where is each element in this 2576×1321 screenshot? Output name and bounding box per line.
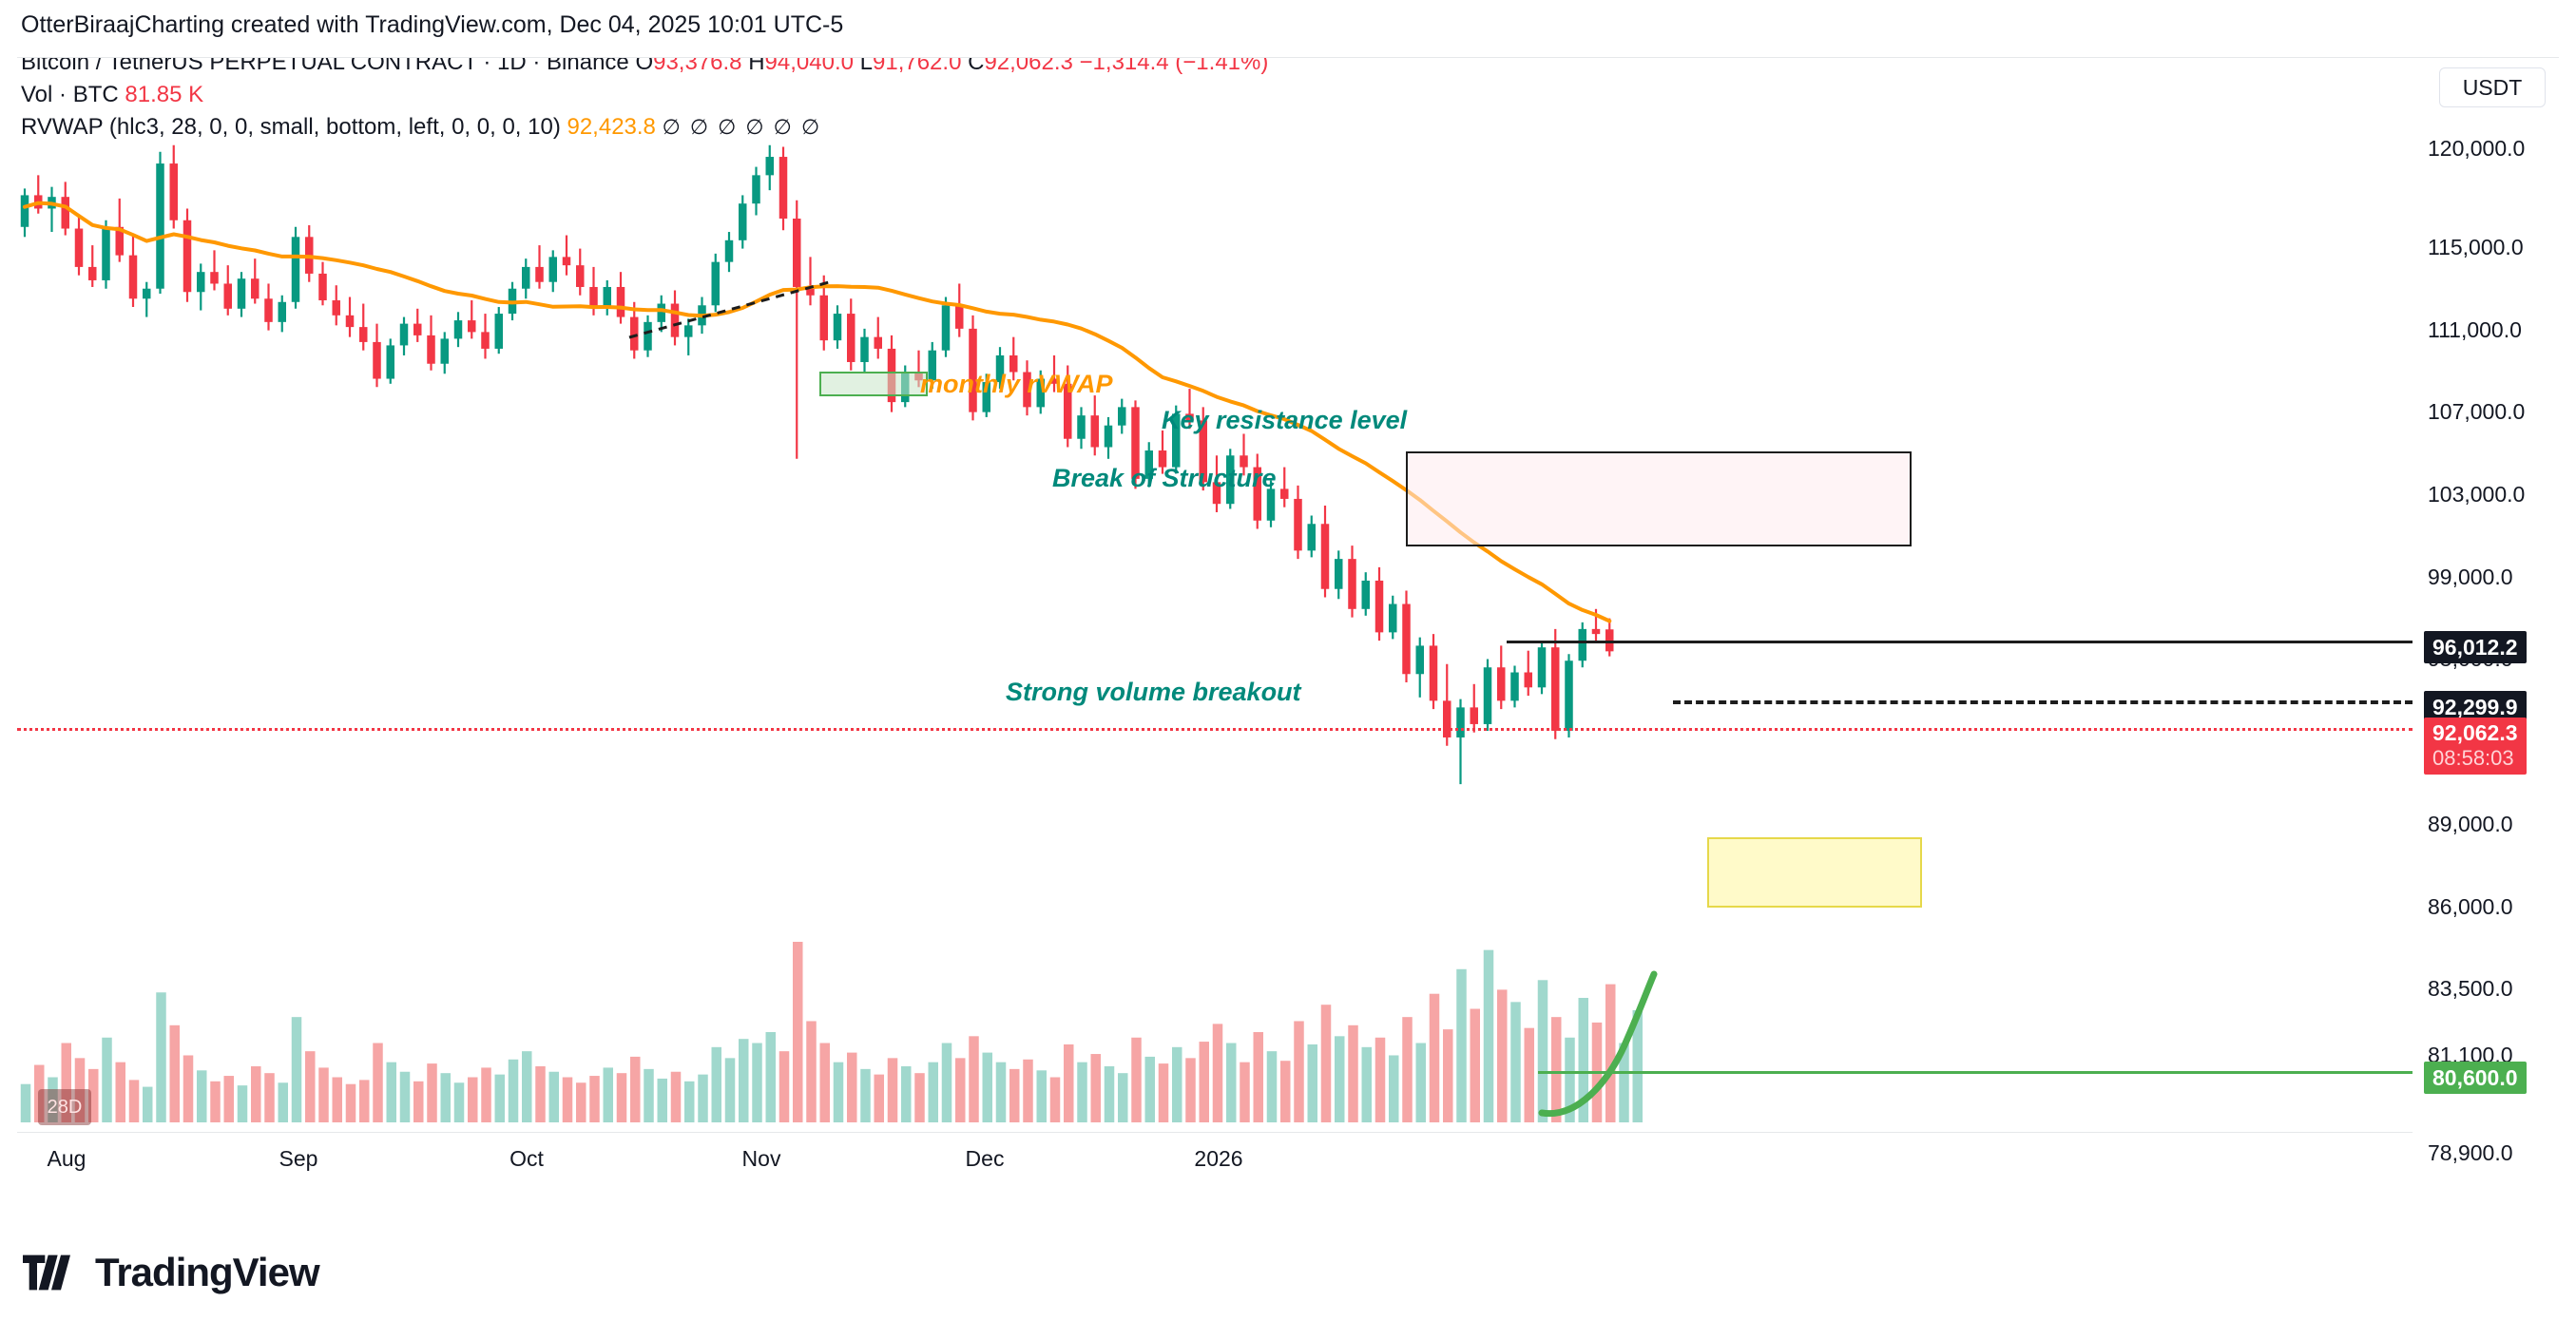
price-tick: 107,000.0 (2428, 399, 2526, 424)
supply-zone-rectangle[interactable] (1406, 451, 1912, 546)
time-tick: Sep (279, 1146, 318, 1171)
tradingview-logo: TradingView (23, 1250, 320, 1295)
chart-plot-area[interactable]: Bitcoin / TetherUS PERPETUAL CONTRACT · … (17, 58, 2413, 1132)
price-tick: 83,500.0 (2428, 976, 2513, 1001)
price-tick: 115,000.0 (2428, 235, 2524, 259)
price-series-svg (20, 144, 1643, 1122)
demand-zone-rectangle[interactable] (1707, 837, 1922, 908)
annotation-break-of-structure[interactable]: Break of Structure (1052, 464, 1277, 492)
resistance-price-badge[interactable]: 96,012.2 (2424, 631, 2527, 663)
price-tick: 103,000.0 (2428, 482, 2526, 507)
volume-level-badge[interactable]: 80,600.0 (2424, 1062, 2527, 1094)
last-price-value: 92,062.3 (2432, 720, 2518, 745)
time-axis[interactable]: Aug Sep Oct Nov Dec 2026 (17, 1132, 2413, 1190)
ascending-trend-dashed[interactable] (625, 277, 835, 343)
price-tick: 78,900.0 (2428, 1140, 2513, 1165)
time-tick: Aug (47, 1146, 87, 1171)
volume-breakout-curve[interactable] (1538, 970, 1671, 1122)
chart-frame: Bitcoin / TetherUS PERPETUAL CONTRACT · … (17, 57, 2559, 1189)
annotation-monthly-rvwap[interactable]: monthly rVWAP (920, 370, 1113, 398)
price-tick: 99,000.0 (2428, 565, 2513, 589)
price-tick: 120,000.0 (2428, 136, 2526, 161)
time-tick: Oct (509, 1146, 544, 1171)
break-of-structure-line[interactable] (1673, 700, 2413, 704)
volume-breakout-line[interactable] (1538, 1071, 2413, 1074)
attribution-text: OtterBiraajCharting created with Trading… (21, 11, 844, 38)
bar-countdown: 08:58:03 (2432, 746, 2514, 770)
small-green-rectangle[interactable] (819, 372, 928, 396)
price-tick: 89,000.0 (2428, 812, 2513, 836)
time-tick: Dec (965, 1146, 1005, 1171)
currency-chip[interactable]: USDT (2439, 67, 2546, 107)
price-tick: 111,000.0 (2428, 317, 2522, 342)
price-tick: 86,000.0 (2428, 894, 2513, 919)
tradingview-glyph-icon (23, 1254, 70, 1291)
attribution-bar: OtterBiraajCharting created with Trading… (0, 0, 2576, 56)
annotation-key-resistance[interactable]: Key resistance level (1162, 406, 1408, 434)
time-tick: 2026 (1194, 1146, 1243, 1171)
last-price-line (17, 728, 2413, 731)
tradingview-wordmark: TradingView (95, 1250, 320, 1294)
footer (0, 1188, 2576, 1321)
price-axis[interactable]: USDT 120,000.0 115,000.0 111,000.0 107,000.… (2414, 58, 2576, 1189)
time-tick: Nov (741, 1146, 781, 1171)
annotation-volume-breakout[interactable]: Strong volume breakout (1006, 678, 1301, 706)
last-price-badge[interactable]: 92,062.3 08:58:03 (2424, 718, 2527, 775)
volume-interval-badge[interactable]: 28D (38, 1089, 91, 1125)
key-resistance-line[interactable] (1507, 641, 2413, 643)
